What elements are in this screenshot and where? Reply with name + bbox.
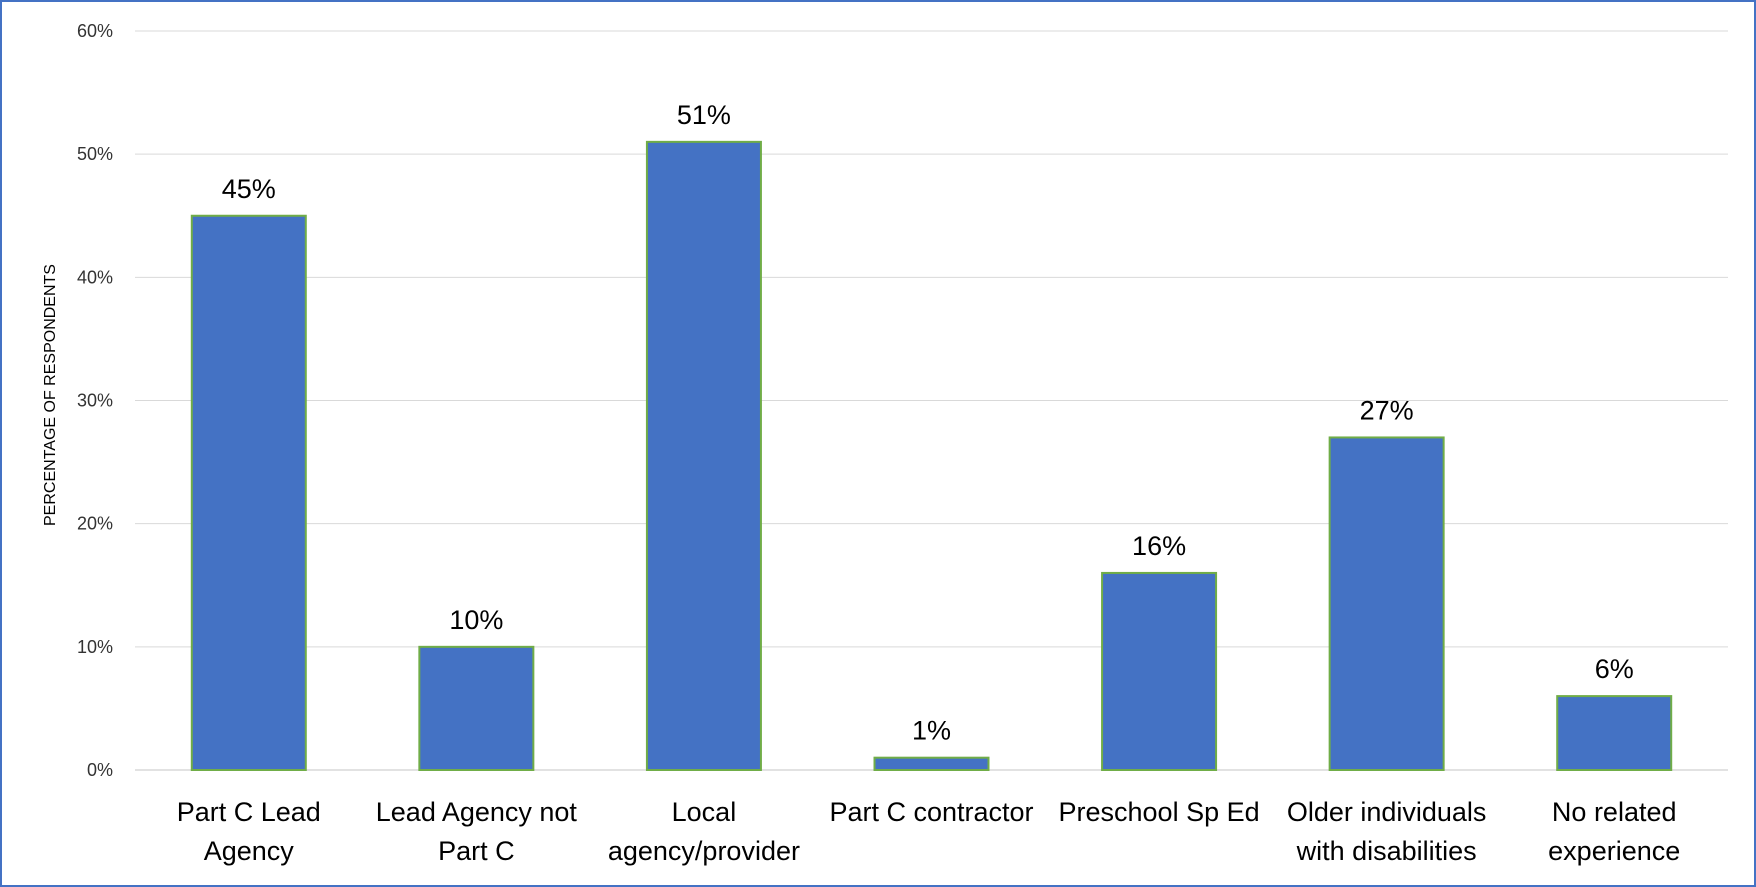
data-label: 45%	[222, 174, 276, 204]
bars	[190, 140, 1673, 772]
data-label: 6%	[1595, 654, 1634, 684]
category-label: Agency	[204, 836, 295, 866]
category-label: agency/provider	[608, 836, 800, 866]
category-label: Local	[672, 797, 737, 827]
data-label: 16%	[1132, 531, 1186, 561]
data-labels: 45% 10% 51% 1% 16% 27% 6%	[222, 100, 1634, 746]
bar	[1556, 695, 1673, 771]
y-axis-ticks: 0% 10% 20% 30% 40% 50% 60%	[77, 21, 113, 780]
category-labels: Part C Lead Agency Lead Agency not Part C Lo…	[177, 797, 1681, 866]
bar	[873, 756, 990, 772]
category-label: Older individuals	[1287, 797, 1487, 827]
gridlines	[135, 30, 1728, 771]
data-label: 10%	[449, 605, 503, 635]
category-label: Part C	[438, 836, 515, 866]
data-label: 27%	[1360, 395, 1414, 425]
y-tick-label: 0%	[87, 760, 113, 780]
y-axis-label: PERCENTAGE OF RESPONDENTS	[42, 264, 59, 526]
category-label: with disabilities	[1296, 836, 1477, 866]
y-tick-label: 50%	[77, 144, 113, 164]
data-label: 1%	[912, 716, 951, 746]
bar	[190, 214, 307, 771]
category-label: Lead Agency not	[376, 797, 578, 827]
category-label: No related	[1552, 797, 1677, 827]
y-tick-label: 10%	[77, 637, 113, 657]
y-tick-label: 60%	[77, 21, 113, 41]
category-label: experience	[1548, 836, 1680, 866]
category-label: Part C Lead	[177, 797, 321, 827]
bar	[418, 645, 535, 771]
data-label: 51%	[677, 100, 731, 130]
category-label: Part C contractor	[829, 797, 1033, 827]
y-tick-label: 40%	[77, 267, 113, 287]
bar	[1328, 436, 1445, 771]
bar	[1101, 571, 1218, 772]
y-tick-label: 20%	[77, 514, 113, 534]
y-tick-label: 30%	[77, 391, 113, 411]
bar	[645, 140, 762, 772]
category-label: Preschool Sp Ed	[1059, 797, 1260, 827]
